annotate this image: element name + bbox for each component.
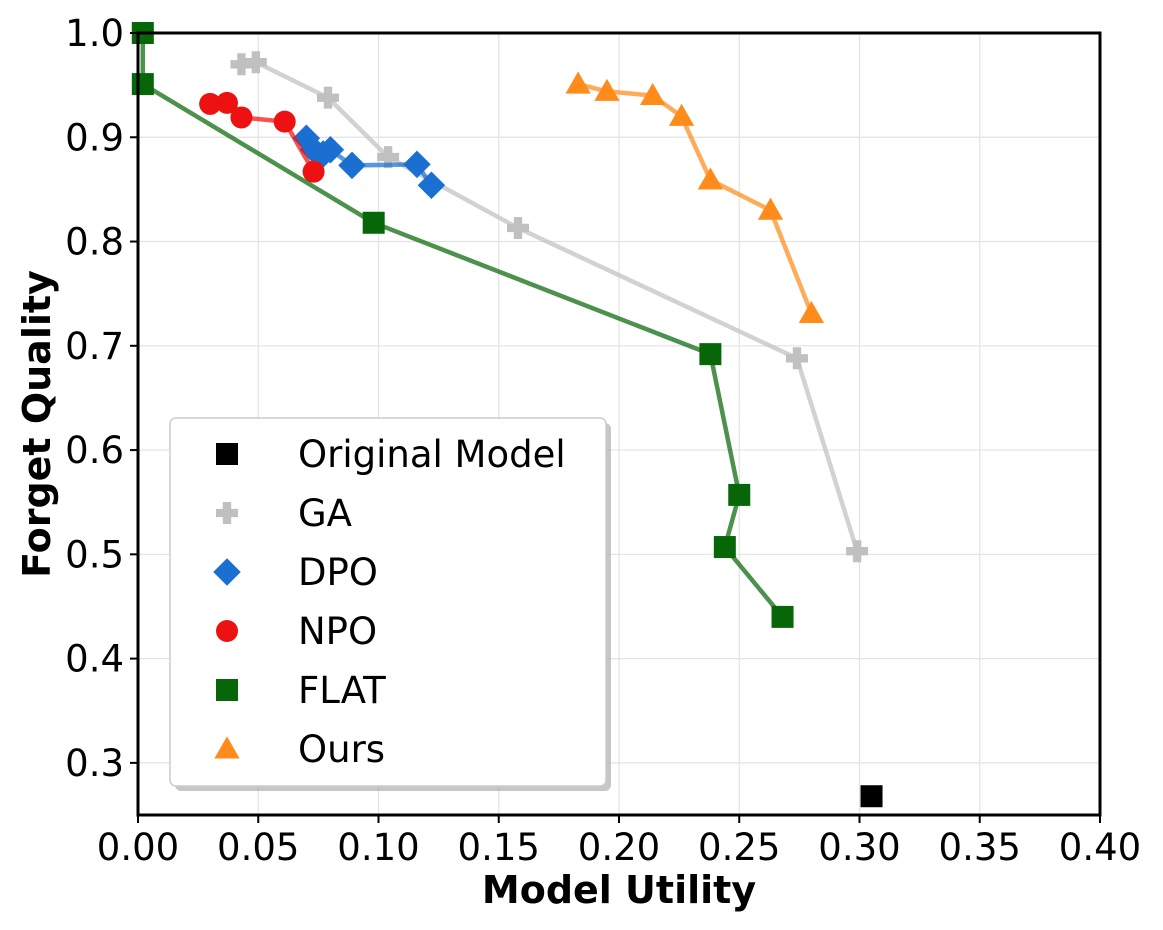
data-point — [846, 540, 869, 563]
legend-label: GA — [298, 492, 352, 535]
data-point — [230, 106, 253, 129]
legend-item: DPO — [213, 551, 378, 594]
data-point — [640, 82, 666, 106]
legend-label: Ours — [298, 728, 385, 771]
data-point — [403, 150, 431, 179]
data-point — [668, 103, 695, 126]
legend-label: Original Model — [298, 433, 566, 476]
series-ga — [230, 51, 869, 563]
y-tick-label: 0.8 — [65, 221, 124, 264]
series-original-model — [860, 785, 883, 808]
data-point — [594, 78, 620, 101]
y-axis-label: Forget Quality — [15, 270, 59, 578]
data-point — [338, 151, 366, 180]
y-tick-label: 0.5 — [65, 533, 124, 576]
y-tick-label: 0.3 — [65, 742, 124, 785]
data-point — [244, 51, 267, 74]
legend-marker — [216, 502, 238, 524]
x-tick-label: 0.10 — [337, 826, 419, 869]
series-ours — [565, 71, 825, 323]
data-point — [362, 211, 385, 234]
x-tick-label: 0.20 — [578, 826, 660, 869]
data-point — [728, 483, 751, 506]
data-point — [302, 160, 325, 183]
legend-item: NPO — [216, 610, 377, 653]
data-point — [316, 86, 339, 109]
data-point — [699, 343, 722, 366]
data-point — [713, 536, 736, 559]
series-dpo — [292, 124, 446, 199]
data-point — [417, 171, 446, 199]
data-point — [377, 146, 400, 169]
x-tick-label: 0.35 — [939, 826, 1021, 869]
ticks: 0.00 0.05 0.10 0.15 0.20 0.25 0.30 0.35 0.40 0.3 0… — [65, 12, 1141, 869]
series-flat — [131, 22, 794, 628]
data-point — [785, 347, 808, 370]
legend-item: GA — [216, 492, 352, 535]
data-point — [697, 167, 724, 190]
legend-label: FLAT — [298, 669, 386, 712]
x-tick-label: 0.25 — [698, 826, 780, 869]
series-layer — [131, 22, 883, 808]
legend-label: DPO — [298, 551, 378, 594]
data-point — [771, 605, 794, 628]
data-point — [273, 110, 296, 133]
x-tick-label: 0.15 — [458, 826, 540, 869]
data-point — [757, 197, 784, 220]
legend-item: Original Model — [216, 433, 566, 476]
legend-item: Ours — [214, 728, 385, 771]
data-point — [199, 92, 222, 115]
legend-label: NPO — [298, 610, 377, 653]
legend-box — [169, 417, 607, 787]
data-point — [131, 73, 154, 96]
data-point — [215, 91, 238, 114]
x-tick-label: 0.05 — [217, 826, 299, 869]
y-tick-label: 0.7 — [65, 325, 124, 368]
legend: Original Model GA DPO NPO FLAT Ours — [169, 417, 611, 791]
data-point — [860, 785, 883, 808]
y-tick-label: 1.0 — [65, 12, 124, 55]
y-tick-label: 0.6 — [65, 429, 124, 472]
series-npo — [199, 91, 325, 183]
legend-item: FLAT — [216, 669, 386, 712]
x-tick-label: 0.00 — [97, 826, 179, 869]
legend-marker — [213, 558, 241, 586]
data-point — [565, 71, 591, 94]
legend-marker — [216, 679, 238, 701]
x-tick-label: 0.30 — [818, 826, 900, 869]
series-line — [577, 81, 814, 315]
data-point — [506, 216, 529, 239]
data-point — [230, 53, 253, 76]
x-tick-label: 0.40 — [1059, 826, 1141, 869]
y-tick-label: 0.4 — [65, 638, 124, 681]
legend-marker — [214, 736, 240, 759]
legend-marker — [216, 620, 238, 642]
data-point — [316, 136, 345, 164]
legend-marker — [216, 443, 238, 465]
y-tick-label: 0.9 — [65, 116, 124, 159]
data-point — [798, 300, 825, 323]
x-axis-label: Model Utility — [482, 868, 756, 912]
